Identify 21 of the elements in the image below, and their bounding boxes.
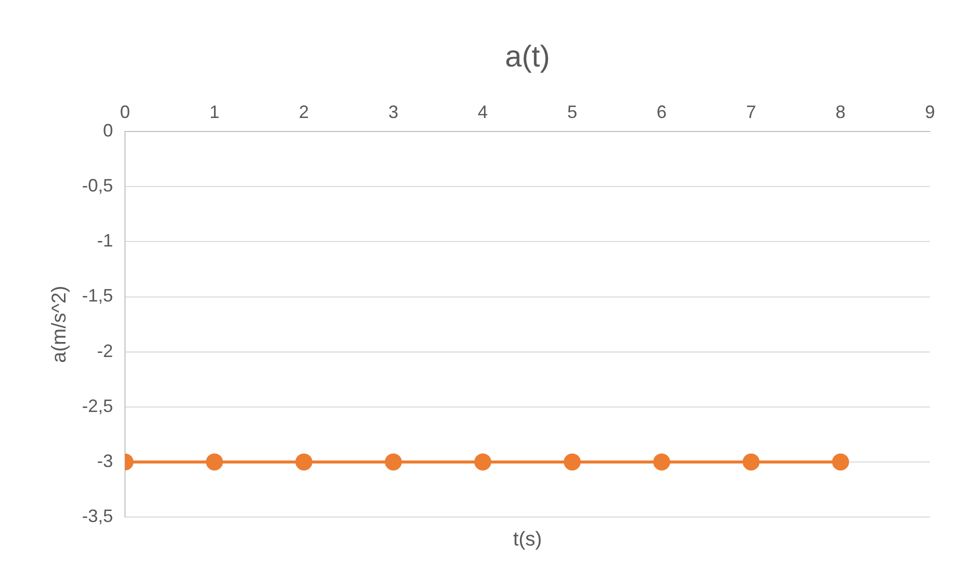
y-tick-label: -3 bbox=[97, 450, 114, 471]
y-tick-label: -1 bbox=[97, 230, 114, 251]
x-tick-label: 3 bbox=[388, 102, 398, 122]
x-tick-label: 6 bbox=[656, 102, 667, 122]
x-tick-label: 2 bbox=[298, 102, 309, 122]
chart-title: a(t) bbox=[505, 40, 550, 74]
x-axis-title: t(s) bbox=[513, 528, 542, 551]
y-tick-label: -0,5 bbox=[82, 176, 114, 196]
x-tick-label: 4 bbox=[478, 102, 488, 122]
x-tick-label: 5 bbox=[567, 102, 578, 122]
x-tick-label: 0 bbox=[120, 102, 130, 122]
x-tick-label: 1 bbox=[209, 102, 220, 122]
y-tick-label: -3,5 bbox=[82, 506, 114, 526]
y-tick-label: -1,5 bbox=[82, 286, 114, 306]
x-tick-label: 9 bbox=[924, 102, 936, 122]
x-tick-label: 8 bbox=[836, 102, 846, 122]
y-tick-label: -2,5 bbox=[82, 396, 114, 416]
x-tick-label: 7 bbox=[746, 102, 756, 122]
y-tick-label: 0 bbox=[103, 120, 114, 141]
y-tick-label: -2 bbox=[97, 340, 114, 361]
y-axis-title: a(m/s^2) bbox=[48, 286, 71, 363]
